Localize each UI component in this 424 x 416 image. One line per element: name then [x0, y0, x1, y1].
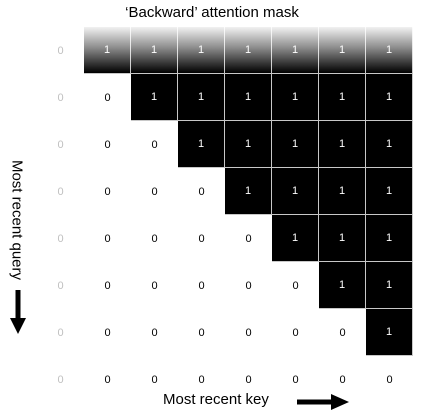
- mask-cell-r7-c5: 0: [245, 326, 252, 339]
- mask-cell-r6-c5: 0: [245, 279, 252, 292]
- mask-cell-r3-c8: 1: [366, 121, 413, 168]
- mask-cell-r3-c6: 1: [272, 121, 319, 168]
- mask-cell-r2-c4: 1: [178, 74, 225, 121]
- mask-cell-r5-c8: 1: [366, 215, 413, 262]
- mask-cell-r3-c4: 1: [178, 121, 225, 168]
- mask-cell-r1-c1: 0: [57, 44, 64, 57]
- mask-cell-r5-c7: 1: [319, 215, 366, 262]
- mask-cell-r2-c3: 1: [131, 74, 178, 121]
- mask-cell-r2-c1: 0: [57, 91, 64, 104]
- mask-cell-r5-c3: 0: [151, 232, 158, 245]
- mask-cell-r6-c6: 0: [292, 279, 299, 292]
- mask-cell-r6-c8: 1: [366, 262, 413, 309]
- mask-cell-r4-c7: 1: [319, 168, 366, 215]
- mask-cell-r1-c7: 1: [319, 27, 366, 74]
- mask-cell-r6-c4: 0: [198, 279, 205, 292]
- mask-cell-r7-c8: 1: [366, 309, 413, 356]
- mask-cell-r8-c5: 0: [245, 373, 252, 386]
- mask-cell-r6-c7: 1: [319, 262, 366, 309]
- mask-cell-r2-c6: 1: [272, 74, 319, 121]
- mask-cell-r7-c7: 0: [339, 326, 346, 339]
- mask-cell-r5-c5: 0: [245, 232, 252, 245]
- mask-cell-r1-c4: 1: [178, 27, 225, 74]
- mask-cell-r1-c2: 1: [84, 27, 131, 74]
- mask-cell-r7-c2: 0: [104, 326, 111, 339]
- mask-cell-r4-c5: 1: [225, 168, 272, 215]
- mask-cell-r1-c5: 1: [225, 27, 272, 74]
- mask-cell-r1-c3: 1: [131, 27, 178, 74]
- mask-cell-r3-c2: 0: [104, 138, 111, 151]
- mask-cell-r8-c3: 0: [151, 373, 158, 386]
- chart-title: ‘Backward’ attention mask: [125, 4, 299, 21]
- mask-cell-r3-c1: 0: [57, 138, 64, 151]
- mask-cell-r4-c1: 0: [57, 185, 64, 198]
- mask-cell-r7-c3: 0: [151, 326, 158, 339]
- mask-cell-r1-c8: 1: [366, 27, 413, 74]
- mask-cell-r2-c5: 1: [225, 74, 272, 121]
- x-axis-label: Most recent key: [163, 391, 269, 408]
- mask-cell-r3-c7: 1: [319, 121, 366, 168]
- mask-cell-r4-c4: 0: [198, 185, 205, 198]
- mask-cell-r5-c1: 0: [57, 232, 64, 245]
- mask-cell-r4-c6: 1: [272, 168, 319, 215]
- mask-cell-r3-c3: 0: [151, 138, 158, 151]
- mask-cell-r5-c4: 0: [198, 232, 205, 245]
- mask-cell-r4-c2: 0: [104, 185, 111, 198]
- mask-cell-r5-c2: 0: [104, 232, 111, 245]
- mask-cell-r7-c6: 0: [292, 326, 299, 339]
- down-arrow-icon: [10, 290, 26, 334]
- mask-cell-r8-c8: 0: [386, 373, 393, 386]
- mask-cell-r8-c7: 0: [339, 373, 346, 386]
- mask-cell-r8-c2: 0: [104, 373, 111, 386]
- mask-cell-r6-c1: 0: [57, 279, 64, 292]
- mask-cell-r2-c8: 1: [366, 74, 413, 121]
- mask-cell-r7-c4: 0: [198, 326, 205, 339]
- mask-cell-r4-c3: 0: [151, 185, 158, 198]
- mask-cell-r8-c4: 0: [198, 373, 205, 386]
- mask-cell-r8-c1: 0: [57, 373, 64, 386]
- mask-cell-r5-c6: 1: [272, 215, 319, 262]
- right-arrow-icon: [297, 394, 349, 410]
- mask-cell-r6-c3: 0: [151, 279, 158, 292]
- mask-cell-r2-c7: 1: [319, 74, 366, 121]
- mask-cell-r1-c6: 1: [272, 27, 319, 74]
- mask-cell-r4-c8: 1: [366, 168, 413, 215]
- mask-cell-r7-c1: 0: [57, 326, 64, 339]
- mask-cell-r2-c2: 0: [104, 91, 111, 104]
- mask-cell-r3-c5: 1: [225, 121, 272, 168]
- mask-cell-r6-c2: 0: [104, 279, 111, 292]
- mask-cell-r8-c6: 0: [292, 373, 299, 386]
